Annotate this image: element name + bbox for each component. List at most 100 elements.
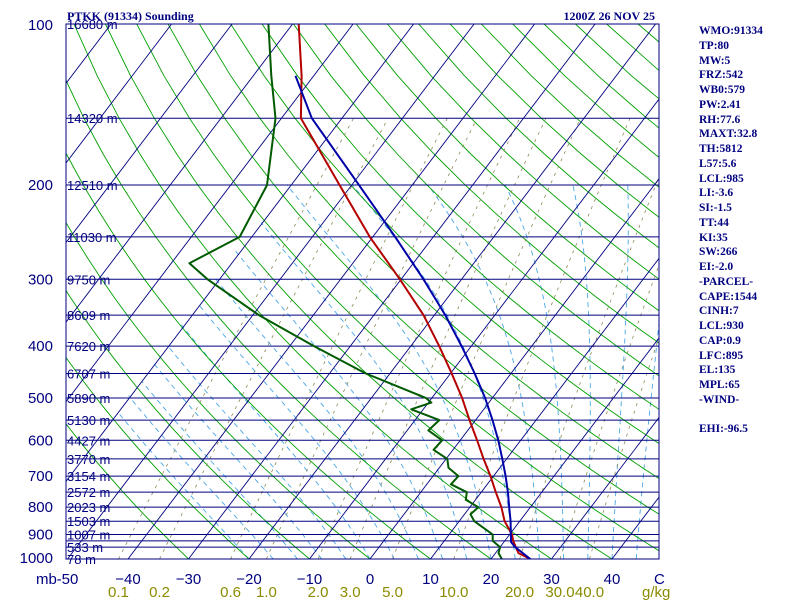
temperature-tick-labels: -50 −40 −30 −20 −10 0 10 20 30 40: [57, 571, 621, 588]
isotherm-line: [369, 177, 659, 559]
moist-adiabat-line: [234, 250, 444, 559]
height-tick-label: 5130 m: [67, 413, 110, 428]
mixing-ratio-tick-label: 0.1: [108, 584, 129, 600]
index-item: MAXT:32.8: [699, 128, 758, 141]
mixing-ratio-line: [159, 118, 389, 559]
pressure-tick-label: 100: [28, 17, 53, 34]
height-tick-label: 11030 m: [67, 230, 117, 245]
mixing-ratio-tick-label: 40.0: [575, 584, 604, 600]
index-item: CINH:7: [699, 305, 739, 318]
index-item: CAPE:1544: [699, 290, 758, 303]
moist-adiabat-line: [141, 380, 298, 559]
sounding-indices-panel: WMO:91334 TP:80 MW:5 FRZ:542 WB0:579 PW:2.41 R…: [699, 24, 763, 437]
plot-area: [66, 24, 659, 559]
moist-adiabat-line: [260, 222, 468, 559]
temperature-tick-label: 30: [543, 571, 560, 588]
isotherm-line: [309, 98, 659, 559]
height-tick-label: 4427 m: [67, 433, 110, 448]
temperature-tick-label: 40: [604, 571, 621, 588]
pressure-tick-label: 200: [28, 177, 53, 194]
moist-adiabat-line: [116, 411, 250, 559]
moist-adiabat-line: [128, 395, 274, 559]
mixing-ratio-tick-label: 1.0: [256, 584, 277, 600]
pressure-tick-label: 900: [28, 527, 53, 544]
index-item: SI:-1.5: [699, 202, 732, 214]
index-item: CAP:0.9: [699, 334, 741, 347]
height-tick-label: 7620 m: [67, 339, 110, 354]
height-tick-label: 16680 m: [67, 17, 118, 32]
pressure-tick-label: 400: [28, 338, 53, 355]
pressure-tick-label: 700: [28, 468, 53, 485]
isotherm-line: [430, 257, 659, 559]
index-item: KI:35: [699, 231, 728, 244]
mixing-ratio-tick-label: 0.2: [149, 584, 170, 600]
moist-adiabats: [116, 184, 659, 559]
index-item: LCL:985: [699, 172, 744, 185]
height-tick-label: 2572 m: [67, 485, 110, 500]
temperature-tick-label: 20: [483, 571, 500, 588]
mixing-ratio-line: [453, 118, 631, 559]
isotherm-line: [248, 24, 656, 559]
pressure-tick-label: 600: [28, 432, 53, 449]
mixing-ratio-tick-labels: 0.1 0.2 0.6 1.0 2.0 3.0 5.0 10.0 20.0 30.0 40.0: [108, 584, 604, 600]
index-item: SW:266: [699, 246, 738, 259]
chart-title-station: PTKK (91334) Sounding: [67, 9, 194, 23]
isotherm-line: [66, 24, 172, 164]
height-tick-label: 6707 m: [67, 366, 110, 381]
isotherm-line: [66, 24, 233, 244]
height-tick-label: 5890 m: [67, 391, 110, 406]
mixing-ratio-line: [118, 118, 354, 559]
index-item: EI:-2.0: [699, 261, 734, 273]
mixing-ratio-lines: [118, 118, 659, 559]
height-tick-label: 12510 m: [67, 178, 118, 193]
isobars: [66, 23, 659, 560]
height-tick-label: 9750 m: [67, 272, 110, 287]
index-item: LI:-3.6: [699, 187, 734, 200]
index-item: MPL:65: [699, 379, 740, 391]
isotherm-line: [67, 24, 475, 559]
index-item: L57:5.6: [699, 157, 737, 170]
plot-frame: [65, 23, 660, 560]
pressure-tick-label: 300: [28, 271, 53, 288]
dewpoint-profile: [188, 24, 503, 559]
index-item: FRZ:542: [699, 69, 744, 82]
temperature-tick-label: 10: [422, 571, 439, 588]
index-item: TP:80: [699, 39, 730, 52]
index-item: MW:5: [699, 54, 731, 67]
index-item-ehi: EHI:-96.5: [699, 423, 748, 436]
temperature-profile: [297, 24, 531, 559]
height-tick-label: 78 m: [67, 552, 96, 567]
pressure-unit-label: mb: [36, 571, 57, 588]
mixing-ratio-tick-label: 20.0: [505, 584, 534, 600]
index-item: WB0:579: [699, 84, 745, 96]
mixing-ratio-tick-label: 2.0: [308, 584, 329, 600]
index-item: LCL:930: [699, 320, 744, 332]
mixing-ratio-line: [392, 118, 581, 559]
temperature-unit-label: C: [654, 571, 665, 588]
height-labels: 16680 m 14320 m 12510 m 11030 m 9750 m 8609 m…: [67, 17, 118, 567]
isotherm-line: [66, 24, 293, 323]
temperature-tick-label: −40: [115, 571, 140, 588]
isotherm-line: [127, 24, 535, 559]
index-item: TH:5812: [699, 143, 743, 155]
mixing-ratio-tick-label: 30.0: [545, 584, 574, 600]
index-item: -PARCEL-: [699, 275, 754, 288]
temperature-tick-label: −10: [297, 571, 322, 588]
mixing-ratio-line: [317, 118, 521, 559]
pressure-tick-label: 500: [28, 390, 53, 407]
height-tick-label: 2023 m: [67, 500, 110, 515]
height-tick-label: 8609 m: [67, 308, 110, 323]
isotherm-line: [188, 24, 596, 559]
height-tick-label: 3770 m: [67, 452, 110, 467]
moist-adiabat-line: [153, 362, 322, 559]
height-tick-label: 1503 m: [67, 514, 110, 529]
isotherm-line: [490, 337, 659, 559]
mixing-ratio-tick-label: 5.0: [382, 584, 403, 600]
index-item: WMO:91334: [699, 25, 763, 37]
moist-adiabat-line: [215, 279, 419, 559]
moist-adiabat-line: [198, 304, 395, 559]
temperature-tick-label: −30: [176, 571, 201, 588]
index-item: EL:135: [699, 364, 736, 377]
index-item: -WIND-: [699, 393, 740, 406]
